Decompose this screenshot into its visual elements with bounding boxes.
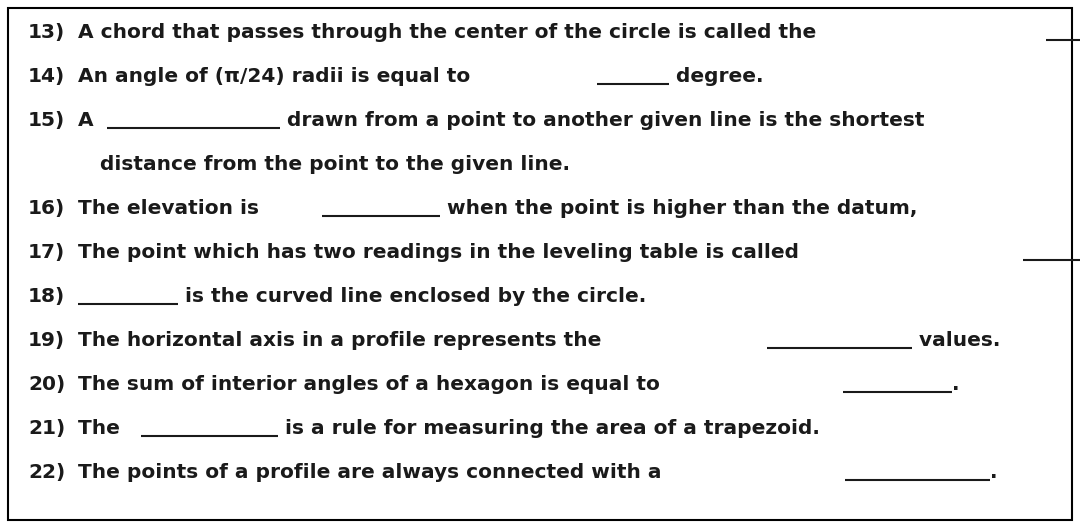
Text: The points of a profile are always connected with a: The points of a profile are always conne… xyxy=(78,463,669,482)
Text: .: . xyxy=(990,463,998,482)
Text: A: A xyxy=(78,111,100,130)
Text: 20): 20) xyxy=(28,375,65,394)
Text: 17): 17) xyxy=(28,243,65,262)
Text: .: . xyxy=(951,375,959,394)
Text: 16): 16) xyxy=(28,199,65,218)
Text: values.: values. xyxy=(913,331,1001,350)
Text: A chord that passes through the center of the circle is called the: A chord that passes through the center o… xyxy=(78,23,823,42)
Text: 14): 14) xyxy=(28,67,65,86)
Text: 19): 19) xyxy=(28,331,65,350)
Text: 22): 22) xyxy=(28,463,65,482)
Text: An angle of (π/24) radii is equal to: An angle of (π/24) radii is equal to xyxy=(78,67,477,86)
Text: 15): 15) xyxy=(28,111,65,130)
Text: The elevation is: The elevation is xyxy=(78,199,266,218)
Text: 18): 18) xyxy=(28,287,65,306)
Text: is a rule for measuring the area of a trapezoid.: is a rule for measuring the area of a tr… xyxy=(278,419,820,438)
Text: 13): 13) xyxy=(28,23,65,42)
Text: The sum of interior angles of a hexagon is equal to: The sum of interior angles of a hexagon … xyxy=(78,375,666,394)
Text: is the curved line enclosed by the circle.: is the curved line enclosed by the circl… xyxy=(178,287,646,306)
Text: when the point is higher than the datum,: when the point is higher than the datum, xyxy=(441,199,918,218)
Text: The horizontal axis in a profile represents the: The horizontal axis in a profile represe… xyxy=(78,331,608,350)
Text: The: The xyxy=(78,419,126,438)
Text: degree.: degree. xyxy=(670,67,764,86)
Text: The point which has two readings in the leveling table is called: The point which has two readings in the … xyxy=(78,243,806,262)
Text: 21): 21) xyxy=(28,419,65,438)
Text: distance from the point to the given line.: distance from the point to the given lin… xyxy=(100,155,570,174)
Text: drawn from a point to another given line is the shortest: drawn from a point to another given line… xyxy=(280,111,924,130)
